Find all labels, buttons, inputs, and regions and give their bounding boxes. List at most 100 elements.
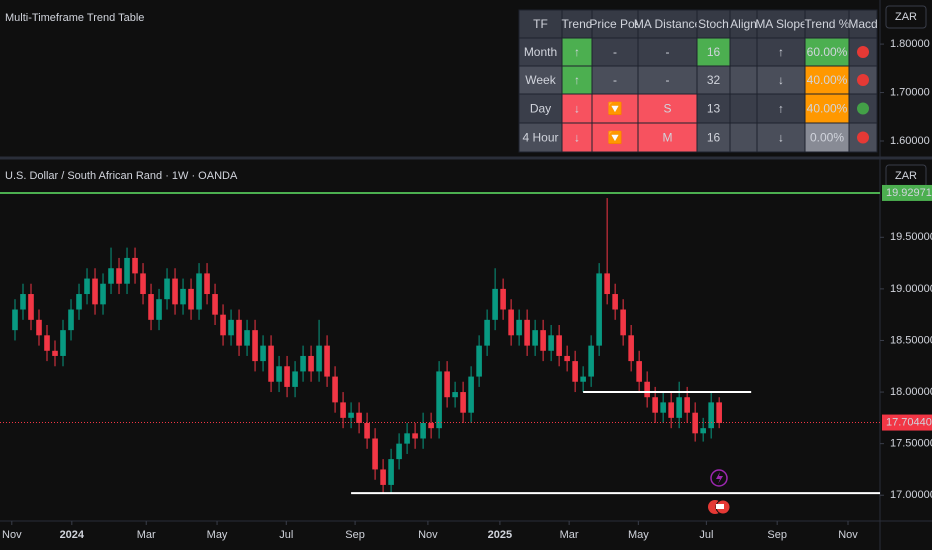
x-tick-label: 2025: [488, 529, 512, 541]
level-price-label: 19.92971: [886, 187, 932, 199]
candle-body: [316, 345, 322, 372]
candle-body: [708, 402, 714, 429]
candle-body: [140, 273, 146, 295]
candle-body: [668, 402, 674, 418]
candle-body: [516, 319, 522, 336]
macd-dot: [857, 74, 869, 86]
table-cell: [804, 37, 850, 67]
candle-body: [228, 319, 234, 336]
candle-body: [564, 355, 570, 362]
candle-body: [476, 345, 482, 377]
chart-title: U.S. Dollar / South African Rand · 1W · …: [5, 170, 238, 182]
candle-body: [548, 335, 554, 351]
table-cell-text: ↑: [574, 73, 580, 87]
candle-body: [60, 330, 66, 356]
x-tick-label: Nov: [838, 529, 858, 541]
candle-body: [364, 423, 370, 439]
y-tick-label: 19.50000: [890, 231, 932, 243]
table-header-cell: [756, 9, 806, 39]
candle-body: [428, 423, 434, 429]
candle-body: [556, 335, 562, 356]
candle-body: [92, 278, 98, 305]
candle-body: [700, 428, 706, 434]
candle-body: [300, 355, 306, 372]
candle-body: [604, 273, 610, 295]
candle-body: [620, 309, 626, 336]
candle-body: [644, 381, 650, 398]
candle-body: [380, 469, 386, 485]
candle-body: [572, 361, 578, 382]
last-price-label: 17.70440: [886, 416, 932, 428]
table-cell-text: ↓: [778, 131, 784, 145]
candle-body: [628, 335, 634, 362]
candle-body: [652, 397, 658, 413]
x-tick-label: Sep: [767, 529, 787, 541]
table-cell-text: 🔽: [608, 131, 623, 145]
table-header-cell: [848, 9, 878, 39]
candle-body: [436, 371, 442, 429]
table-cell-text: 32: [707, 73, 721, 87]
candle-body: [268, 345, 274, 382]
candle-body: [684, 397, 690, 413]
candle-body: [164, 278, 170, 300]
table-cell-text: 60.00%: [807, 45, 848, 59]
candle-body: [596, 273, 602, 346]
table-cell-text: Month: [524, 45, 557, 59]
candle-body: [356, 412, 362, 424]
candle-body: [396, 443, 402, 460]
table-cell: [561, 93, 593, 124]
table-cell-text: M: [663, 131, 673, 145]
table-cell: [637, 65, 698, 95]
candle-body: [340, 402, 346, 418]
table-header: MA Slope: [755, 17, 807, 31]
table-cell-text: ↑: [778, 45, 784, 59]
x-tick-label: Nov: [2, 529, 22, 541]
candle-body: [492, 288, 498, 320]
x-tick-label: May: [207, 529, 228, 541]
candle-body: [124, 257, 130, 284]
candle-body: [12, 309, 18, 331]
candle-body: [404, 433, 410, 444]
candle-body: [580, 376, 586, 382]
table-cell-text: 16: [707, 131, 721, 145]
table-header-cell: [637, 9, 698, 39]
table-header: Align: [730, 17, 757, 31]
table-cell-text: 🔽: [608, 102, 623, 116]
candle-body: [500, 288, 506, 310]
event-icons[interactable]: [708, 469, 731, 515]
indicator-title: Multi-Timeframe Trend Table: [5, 12, 144, 24]
y-tick-label: 18.00000: [890, 386, 932, 398]
event-icon[interactable]: [710, 469, 728, 487]
candle-body: [84, 278, 90, 295]
currency-box[interactable]: [885, 5, 927, 29]
candle-body: [372, 438, 378, 470]
x-tick-label: Mar: [560, 529, 579, 541]
candle-body: [68, 309, 74, 331]
candle-body: [180, 288, 186, 305]
x-tick-label: Mar: [137, 529, 156, 541]
candle-body: [508, 309, 514, 336]
candle-body: [612, 294, 618, 310]
last-price-box: [882, 414, 932, 431]
candle-body: [236, 319, 242, 346]
candle-body: [332, 376, 338, 403]
candle-body: [252, 330, 258, 362]
table-cell-text: S: [663, 102, 671, 116]
table-cell: [518, 93, 563, 124]
table-cell: [756, 93, 806, 124]
table-cell-text: -: [666, 73, 670, 87]
table-cell: [804, 93, 850, 124]
table-cell: [729, 65, 758, 95]
candle-body: [196, 273, 202, 310]
table-cell-text: 0.00%: [810, 131, 844, 145]
table-header-cell: [696, 9, 731, 39]
candle-body: [148, 294, 154, 320]
macd-dot: [857, 46, 869, 58]
table-header: Stoch: [698, 17, 729, 31]
x-tick-label: May: [628, 529, 649, 541]
x-tick-label: Nov: [418, 529, 438, 541]
table-cell-text: -: [613, 45, 617, 59]
candle-body: [660, 402, 666, 413]
candle-body: [36, 319, 42, 336]
